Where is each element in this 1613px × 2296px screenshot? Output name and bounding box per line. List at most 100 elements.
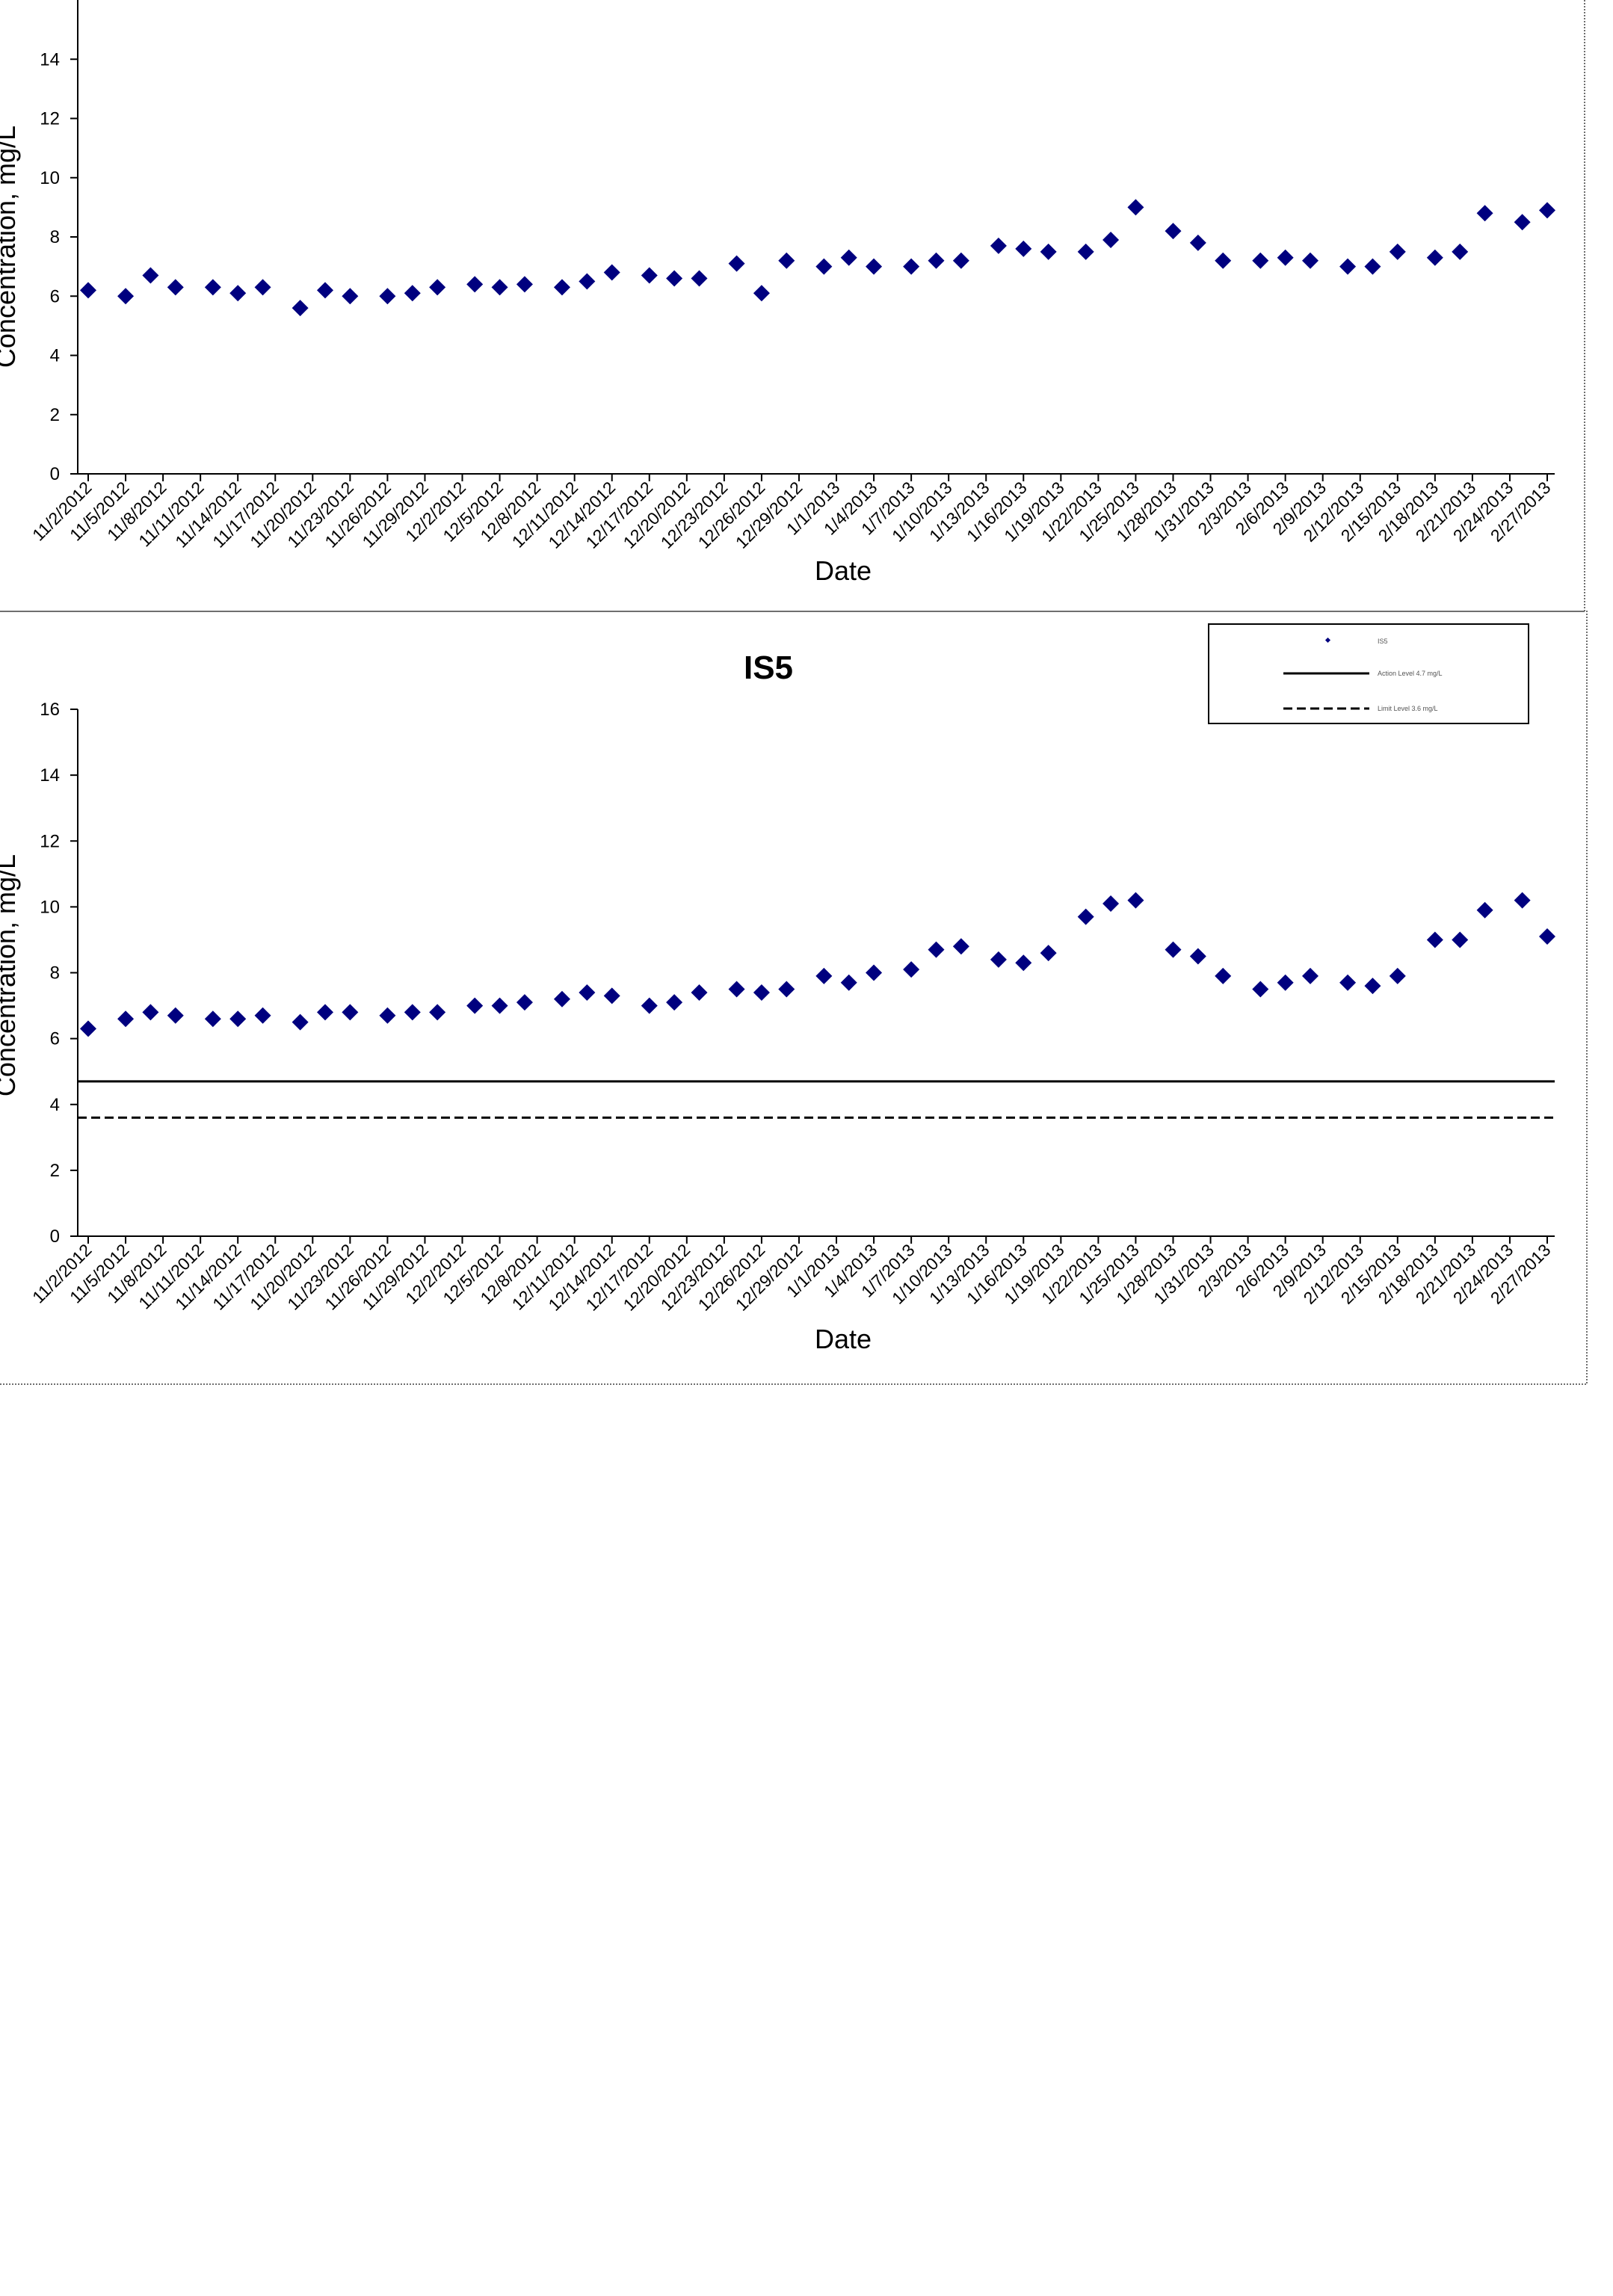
- data-point: [1302, 967, 1319, 984]
- data-point: [866, 964, 883, 981]
- data-point: [815, 967, 833, 984]
- data-point: [491, 279, 508, 296]
- data-point: [1165, 223, 1182, 240]
- data-point: [866, 258, 883, 275]
- data-point: [1189, 234, 1206, 251]
- data-point: [1302, 252, 1319, 269]
- data-point: [1476, 901, 1493, 919]
- data-point: [1539, 202, 1555, 219]
- data-point: [1514, 892, 1531, 909]
- data-point: [404, 285, 421, 302]
- y-tick-label: 10: [40, 168, 60, 188]
- data-point: [1102, 895, 1120, 912]
- data-point: [990, 237, 1007, 254]
- data-point: [80, 282, 96, 299]
- data-point: [1364, 978, 1381, 995]
- data-point: [1426, 931, 1443, 948]
- data-point: [254, 279, 271, 296]
- data-point: [1389, 967, 1406, 984]
- y-tick-label: 4: [50, 346, 60, 366]
- data-point: [840, 249, 857, 266]
- data-point: [167, 279, 184, 296]
- y-tick-label: 6: [50, 286, 60, 306]
- data-point: [928, 941, 945, 958]
- data-point: [204, 1010, 221, 1028]
- data-point: [1189, 948, 1206, 965]
- data-point: [641, 267, 658, 284]
- chart2-points: [80, 892, 1555, 1037]
- data-point: [1015, 954, 1032, 972]
- data-point: [404, 1004, 421, 1021]
- data-point: [1364, 258, 1381, 275]
- chart2-x-axis-title: Date: [815, 1324, 872, 1354]
- data-point: [641, 997, 658, 1014]
- data-point: [1339, 258, 1357, 275]
- y-tick-label: 4: [50, 1095, 60, 1115]
- data-point: [1426, 249, 1443, 266]
- data-point: [1040, 945, 1057, 962]
- data-point: [903, 258, 920, 275]
- data-point: [142, 1004, 159, 1021]
- y-tick-label: 8: [50, 963, 60, 984]
- data-point: [466, 276, 484, 293]
- data-point: [952, 938, 969, 955]
- legend-label-limit: Limit Level 3.6 mg/L: [1378, 705, 1438, 712]
- chart2-x-ticks: 11/2/201211/5/201211/8/201211/11/201211/…: [28, 1236, 1555, 1315]
- data-point: [603, 264, 620, 281]
- data-point: [516, 276, 533, 293]
- data-point: [728, 255, 745, 272]
- data-point: [1539, 928, 1555, 945]
- data-point: [292, 1013, 309, 1031]
- data-point: [1252, 981, 1269, 998]
- y-tick-label: 12: [40, 109, 60, 129]
- chart2-title: IS5: [744, 649, 793, 686]
- chart1-x-ticks: 11/2/201211/5/201211/8/201211/11/201211/…: [28, 474, 1555, 552]
- data-point: [840, 974, 857, 991]
- data-point: [1452, 243, 1469, 260]
- chart1-frame: [0, 0, 1585, 612]
- data-point: [691, 270, 708, 287]
- data-point: [229, 285, 247, 302]
- data-point: [553, 279, 570, 296]
- data-point: [1015, 240, 1032, 257]
- chart2: IS5 IS5 Action Level 4.7 mg/L Limit Leve…: [0, 623, 1555, 1354]
- data-point: [204, 279, 221, 296]
- y-tick-label: 16: [40, 700, 60, 720]
- data-point: [379, 1007, 396, 1024]
- chart1-x-axis-title: Date: [815, 555, 872, 586]
- data-point: [928, 252, 945, 269]
- data-point: [1476, 205, 1493, 222]
- data-point: [990, 951, 1007, 968]
- data-point: [117, 288, 135, 305]
- data-point: [1277, 249, 1294, 266]
- data-point: [80, 1020, 96, 1037]
- data-point: [1514, 214, 1531, 231]
- data-point: [1389, 243, 1406, 260]
- data-point: [229, 1010, 247, 1028]
- y-tick-label: 0: [50, 1226, 60, 1247]
- data-point: [666, 270, 683, 287]
- data-point: [254, 1007, 271, 1024]
- data-point: [1077, 908, 1094, 925]
- y-tick-label: 12: [40, 831, 60, 851]
- data-point: [1102, 231, 1120, 248]
- data-point: [516, 994, 533, 1011]
- chart2-y-axis-title: Concentration, mg/L: [0, 854, 21, 1096]
- data-point: [691, 984, 708, 1001]
- chart2-frame: [0, 611, 1588, 1385]
- data-point: [316, 282, 333, 299]
- data-point: [379, 288, 396, 305]
- y-tick-label: 8: [50, 227, 60, 247]
- data-point: [952, 252, 969, 269]
- data-point: [292, 300, 309, 317]
- data-point: [553, 990, 570, 1007]
- data-point: [429, 1004, 446, 1021]
- data-point: [1277, 974, 1294, 991]
- y-tick-label: 2: [50, 1161, 60, 1181]
- data-point: [815, 258, 833, 275]
- data-point: [778, 981, 795, 998]
- data-point: [316, 1004, 333, 1021]
- data-point: [429, 279, 446, 296]
- data-point: [1040, 243, 1057, 260]
